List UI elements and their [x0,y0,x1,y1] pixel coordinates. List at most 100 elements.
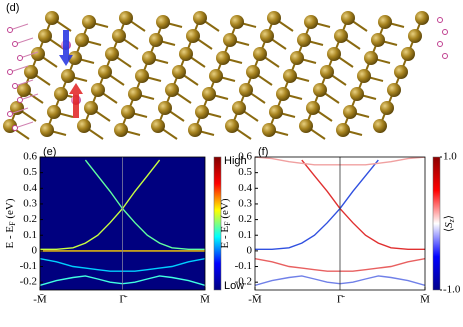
atom [378,15,392,29]
bond [19,51,39,59]
atom [232,101,246,115]
atom [82,15,96,29]
atom [387,83,401,97]
atom-h [437,17,443,23]
atom [371,33,385,47]
atom [172,65,186,79]
y-tick-label: -0.2 [235,276,252,288]
atom [45,11,59,25]
atom [320,65,334,79]
atom-h [442,29,448,35]
y-tick-label: -0.1 [235,260,252,272]
y-tick-label: 0.6 [23,151,37,163]
label-part: ⟨ [443,228,455,232]
atom [202,87,216,101]
y-tick-label: 0 [32,244,38,256]
band [301,159,425,250]
atom [61,69,75,83]
y-axis-label: E - EF (eV) [219,198,232,248]
atom [260,29,274,43]
atom [341,11,355,25]
y-tick-label: 0.1 [23,229,37,241]
bond [9,65,29,73]
bond [9,107,29,115]
colorbar-tick-label: 1.0 [443,151,457,163]
y-tick-label: 0.3 [238,197,252,209]
y-tick-label: 0 [247,244,253,256]
atom [223,33,237,47]
atom [327,47,341,61]
y-tick-label: -0.2 [20,276,37,288]
atom-h [17,97,23,103]
y-tick-label: -0.1 [20,260,37,272]
atom [283,69,297,83]
atom [313,83,327,97]
x-tick-label: M̄ [200,294,210,306]
panel-label: (e) [43,146,56,158]
y-tick-label: 0.6 [238,151,252,163]
label-part: F [223,221,232,226]
atom [98,65,112,79]
atom [246,65,260,79]
bond [19,93,39,101]
crystal-structure [3,11,448,140]
atom [350,87,364,101]
atom [179,47,193,61]
atom [336,123,350,137]
atom-h [7,27,13,33]
label-part: E - E [219,226,231,249]
atom-h [12,125,18,131]
atom [193,11,207,25]
band [255,159,379,250]
atom [299,119,313,133]
atom [304,15,318,29]
atom [40,123,54,137]
atom-h [442,53,448,59]
atom [216,51,230,65]
atom [415,11,429,25]
atom [373,119,387,133]
colorbar-label: High [224,155,247,167]
bond [9,23,29,31]
atom [290,51,304,65]
spin-arrow [69,83,83,118]
atom [297,33,311,47]
y-axis-label: E - EF (eV) [4,198,17,248]
atom [54,87,68,101]
atom [84,101,98,115]
atom [306,101,320,115]
atom [253,47,267,61]
atom [10,101,24,115]
atom [112,29,126,43]
x-tick-label: Γ̄ [119,294,127,306]
atom [380,101,394,115]
atom [357,69,371,83]
atom [186,29,200,43]
y-tick-label: 0.5 [23,166,37,178]
atom [17,83,31,97]
atom [225,119,239,133]
y-tick-label: 0.2 [23,213,37,225]
atom [165,83,179,97]
atom [24,65,38,79]
plot-frame [254,156,426,291]
label-part: z [447,218,456,223]
label-part: (eV) [4,198,16,221]
y-tick-label: 0.4 [238,182,252,194]
colorbar-title: ⟨Sz⟩ [443,215,456,232]
atom [114,123,128,137]
atom [401,47,415,61]
y-tick-label: 0.3 [23,197,37,209]
y-tick-label: 0.2 [238,213,252,225]
atom-h [7,69,13,75]
atom [188,123,202,137]
atom [77,119,91,133]
atom [269,105,283,119]
label-part: S [443,222,455,228]
x-tick-label: M̄ [420,294,430,306]
atom [239,83,253,97]
atom-h [12,41,18,47]
atom [230,15,244,29]
spin-arrow [59,30,73,66]
